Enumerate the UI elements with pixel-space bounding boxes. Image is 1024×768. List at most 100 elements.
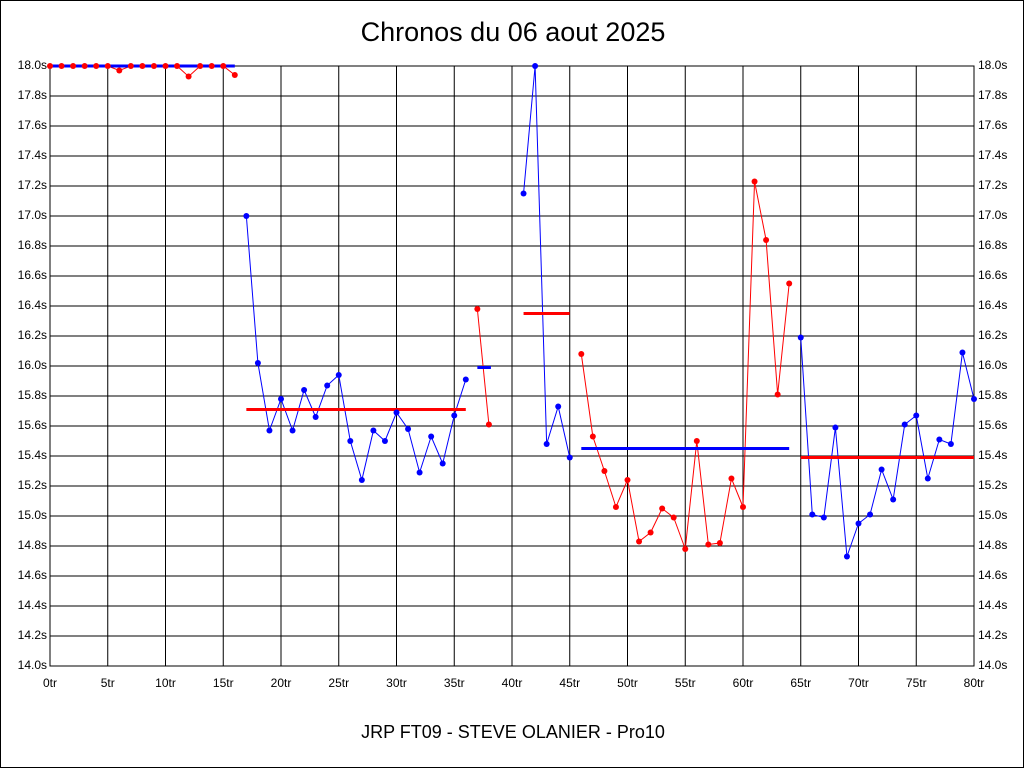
- data-point: [231, 72, 238, 78]
- x-tick-label: 55tr: [675, 676, 696, 690]
- data-point: [566, 454, 573, 461]
- data-point: [740, 504, 746, 510]
- data-point: [820, 514, 827, 521]
- x-tick-label: 75tr: [906, 676, 927, 690]
- x-tick-label: 0tr: [43, 676, 57, 690]
- data-point: [809, 511, 816, 518]
- y2-tick-label: 15.2s: [978, 478, 1007, 492]
- y2-tick-label: 14.8s: [978, 538, 1007, 552]
- x-tick-label: 30tr: [386, 676, 407, 690]
- y2-tick-label: 15.8s: [978, 388, 1007, 402]
- y-tick-label: 18.0s: [18, 58, 47, 72]
- data-point: [578, 351, 585, 357]
- y-tick-label: 15.0s: [18, 508, 47, 522]
- y2-tick-label: 18.0s: [978, 58, 1007, 72]
- data-point: [220, 63, 227, 69]
- y2-tick-label: 16.4s: [978, 298, 1007, 312]
- y2-tick-label: 14.2s: [978, 628, 1007, 642]
- data-point: [913, 412, 920, 419]
- data-point: [774, 391, 781, 398]
- data-point: [693, 438, 700, 444]
- data-point: [832, 424, 839, 431]
- y-tick-label: 17.2s: [18, 178, 47, 192]
- y2-tick-label: 17.6s: [978, 118, 1007, 132]
- y2-tick-label: 17.0s: [978, 208, 1007, 222]
- y2-tick-label: 14.6s: [978, 568, 1007, 582]
- data-point: [70, 63, 77, 69]
- data-point: [670, 514, 677, 521]
- x-tick-label: 45tr: [559, 676, 580, 690]
- data-point: [797, 334, 804, 341]
- data-point: [162, 63, 169, 69]
- data-point: [185, 73, 192, 80]
- data-point: [867, 511, 874, 518]
- data-point: [116, 67, 123, 74]
- series-line: [245, 215, 467, 482]
- x-tick-label: 35tr: [444, 676, 465, 690]
- data-point: [647, 529, 654, 536]
- data-point: [278, 396, 284, 402]
- y2-tick-label: 16.8s: [978, 238, 1007, 252]
- data-point: [601, 468, 608, 474]
- data-point: [81, 63, 88, 69]
- y-tick-label: 14.0s: [18, 658, 47, 672]
- data-point: [254, 360, 261, 366]
- data-point: [358, 477, 365, 483]
- y2-tick-label: 17.8s: [978, 88, 1007, 102]
- y-tick-label: 15.4s: [18, 448, 47, 462]
- y-tick-label: 15.8s: [18, 388, 47, 402]
- data-point: [174, 63, 181, 69]
- data-point: [197, 63, 204, 69]
- data-point: [47, 63, 53, 69]
- data-point: [289, 427, 296, 434]
- data-point: [347, 438, 354, 444]
- x-tick-label: 15tr: [213, 676, 234, 690]
- data-point: [520, 190, 527, 197]
- data-point: [555, 403, 562, 410]
- x-tick-label: 70tr: [848, 676, 869, 690]
- data-point: [127, 63, 134, 69]
- data-point: [716, 540, 723, 546]
- data-point: [682, 546, 689, 552]
- data-point: [786, 280, 793, 287]
- x-tick-label: 10tr: [155, 676, 176, 690]
- data-point: [312, 414, 319, 420]
- y-tick-label: 17.6s: [18, 118, 47, 132]
- y2-tick-label: 17.2s: [978, 178, 1007, 192]
- data-point: [416, 469, 423, 476]
- data-point: [139, 63, 146, 69]
- data-point: [324, 382, 331, 389]
- y-tick-label: 16.8s: [18, 238, 47, 252]
- data-point: [266, 427, 273, 434]
- data-point: [370, 427, 377, 434]
- data-point: [462, 376, 469, 383]
- data-point: [428, 433, 435, 440]
- y-tick-label: 15.6s: [18, 418, 47, 432]
- data-point: [208, 63, 215, 69]
- y2-tick-label: 15.0s: [978, 508, 1007, 522]
- y-tick-label: 17.0s: [18, 208, 47, 222]
- x-tick-label: 65tr: [790, 676, 811, 690]
- data-point: [301, 387, 308, 393]
- data-point: [485, 421, 492, 428]
- x-tick-label: 60tr: [733, 676, 754, 690]
- y-tick-label: 17.8s: [18, 88, 47, 102]
- data-point: [543, 441, 550, 447]
- x-tick-label: 5tr: [101, 676, 115, 690]
- data-point: [439, 460, 446, 467]
- data-point: [843, 553, 850, 560]
- data-point: [959, 349, 966, 356]
- y-tick-label: 16.6s: [18, 268, 47, 282]
- data-point: [393, 409, 400, 416]
- data-point: [763, 237, 770, 243]
- data-point: [150, 63, 157, 69]
- y2-tick-label: 15.4s: [978, 448, 1007, 462]
- y-tick-label: 14.6s: [18, 568, 47, 582]
- y-tick-label: 14.8s: [18, 538, 47, 552]
- y-tick-label: 14.4s: [18, 598, 47, 612]
- y-tick-label: 14.2s: [18, 628, 47, 642]
- data-point: [405, 426, 412, 432]
- data-point: [589, 433, 596, 440]
